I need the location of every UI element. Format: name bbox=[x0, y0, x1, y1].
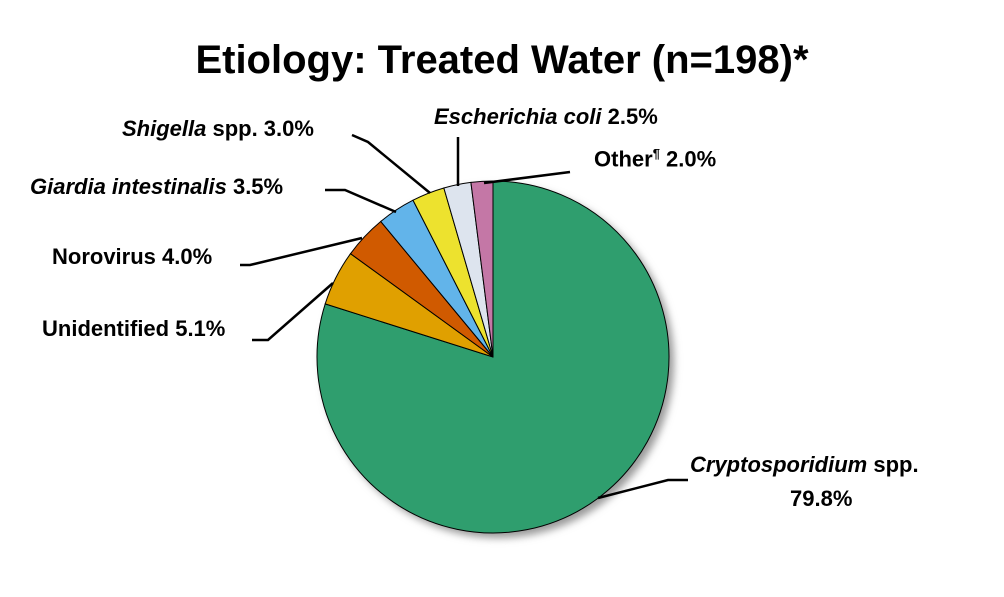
label-other: Other¶ 2.0% bbox=[594, 146, 717, 172]
label-ecoli: Escherichia coli 2.5% bbox=[434, 104, 658, 129]
leader-lines bbox=[240, 133, 688, 500]
label-cryptosporidium: Cryptosporidium spp. bbox=[690, 452, 919, 477]
label-cryptosporidium-value: 79.8% bbox=[790, 486, 853, 511]
label-shigella: Shigella spp. 3.0% bbox=[122, 116, 314, 141]
label-unidentified: Unidentified 5.1% bbox=[42, 316, 226, 341]
chart-title: Etiology: Treated Water (n=198)* bbox=[195, 38, 809, 82]
label-norovirus: Norovirus 4.0% bbox=[52, 244, 213, 269]
label-giardia: Giardia intestinalis 3.5% bbox=[30, 174, 284, 199]
